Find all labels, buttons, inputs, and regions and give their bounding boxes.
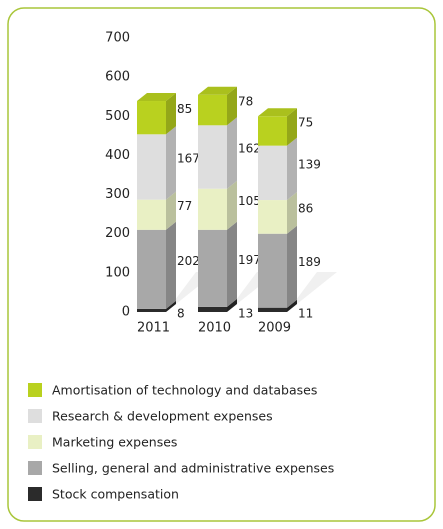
data-label: 78: [238, 95, 253, 109]
bar-segment: [137, 199, 166, 230]
data-label: 85: [177, 102, 192, 116]
bar-top: [258, 108, 297, 117]
bar-segment: [198, 94, 227, 126]
bar-side: [287, 137, 297, 201]
data-label: 8: [177, 307, 185, 321]
bar-side: [227, 180, 237, 230]
bar-side: [166, 126, 176, 200]
bar-side: [287, 225, 297, 308]
legend-swatch: [28, 461, 42, 475]
legend-label: Selling, general and administrative expe…: [52, 461, 334, 476]
bar-segment: [137, 134, 166, 200]
legend-swatch: [28, 435, 42, 449]
bar-side: [227, 117, 237, 189]
bar-segment: [137, 308, 166, 312]
data-label: 162: [238, 141, 261, 155]
bar-side: [166, 221, 176, 309]
data-label: 75: [298, 115, 313, 129]
bar-shadow: [287, 272, 337, 312]
bar-side: [227, 86, 237, 126]
x-tick-label: 2011: [137, 321, 170, 336]
bar-side: [166, 300, 176, 312]
data-label: 86: [298, 201, 313, 215]
legend-label: Amortisation of technology and databases: [52, 383, 317, 398]
bar-segment: [198, 306, 227, 312]
bar-segment: [137, 229, 166, 309]
y-tick-label: 0: [122, 305, 130, 320]
data-label: 139: [298, 157, 321, 171]
bar-top: [137, 93, 176, 102]
bar-segment: [198, 229, 227, 307]
bar-side: [166, 93, 176, 135]
legend-label: Research & development expenses: [52, 409, 273, 424]
legend-swatch: [28, 383, 42, 397]
bar-top: [198, 86, 237, 95]
y-tick-label: 100: [105, 265, 130, 280]
data-label: 105: [238, 194, 261, 208]
bar-segment: [258, 116, 287, 146]
bar-side: [287, 108, 297, 146]
data-label: 13: [238, 307, 253, 321]
legend-label: Marketing expenses: [52, 435, 177, 450]
bar-side: [287, 192, 297, 234]
y-tick-label: 700: [105, 31, 130, 46]
y-tick-label: 200: [105, 226, 130, 241]
bar-segment: [258, 233, 287, 308]
x-tick-label: 2010: [198, 321, 231, 336]
data-label: 77: [177, 199, 192, 213]
y-tick-label: 600: [105, 70, 130, 85]
y-tick-label: 300: [105, 187, 130, 202]
bar-side: [287, 299, 297, 312]
bar-side: [227, 298, 237, 312]
y-tick-label: 400: [105, 148, 130, 163]
bar-side: [166, 191, 176, 230]
bar-side: [227, 221, 237, 307]
data-label: 167: [177, 151, 200, 165]
legend-label: Stock compensation: [52, 487, 179, 502]
bar-segment: [258, 307, 287, 312]
data-label: 202: [177, 254, 200, 268]
bar-segment: [137, 101, 166, 135]
legend-swatch: [28, 409, 42, 423]
data-label: 197: [238, 253, 261, 267]
bar-segment: [258, 145, 287, 201]
data-label: 11: [298, 307, 313, 321]
bar-segment: [258, 200, 287, 234]
data-label: 189: [298, 255, 321, 269]
x-tick-label: 2009: [258, 321, 291, 336]
bar-segment: [198, 125, 227, 189]
bar-segment: [198, 188, 227, 230]
y-tick-label: 500: [105, 109, 130, 124]
legend-swatch: [28, 487, 42, 501]
